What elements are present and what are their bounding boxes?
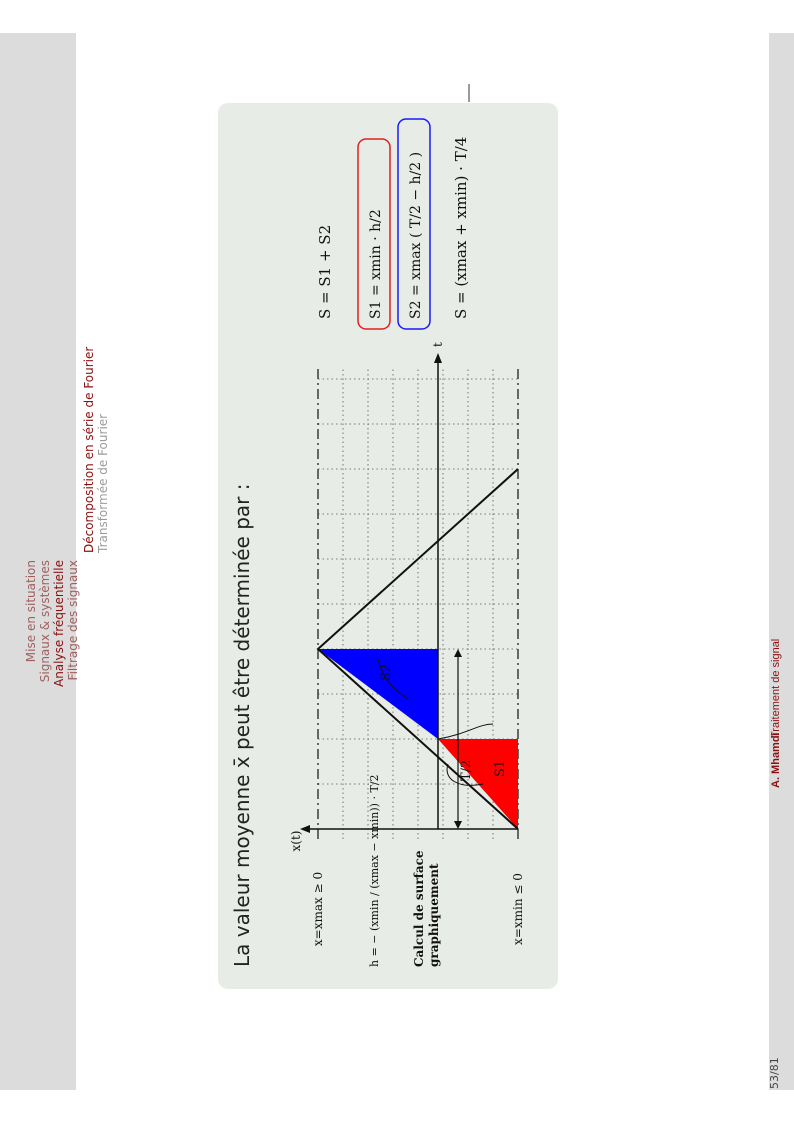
nav-section-mise[interactable]: Mise en situation (24, 560, 38, 663)
caption-line2: graphiquement (427, 863, 441, 967)
s1-box (357, 138, 391, 330)
footer-bar (0, 33, 76, 1090)
t-axis-label: t (431, 342, 445, 347)
h-callout (437, 723, 494, 740)
s1-callout (446, 763, 484, 786)
nav-section-filtrage[interactable]: Filtrage des signaux (66, 560, 80, 681)
header-bar (769, 33, 794, 1090)
page-number: 53/81 (768, 1057, 781, 1089)
x-axis-label: x(t) (289, 831, 303, 852)
nav-section-signaux[interactable]: Signaux & systèmes (38, 560, 52, 683)
slide-card: La valeur moyenne x̄ peut être déterminé… (218, 103, 558, 989)
caption-line1: Calcul de surface (412, 850, 426, 967)
footer-course: Traitement de signal (770, 638, 782, 738)
h-formula: h = − (xmin / (xmax − xmin)) · T/2 (368, 775, 381, 967)
xmin-label: x=xmin ≤ 0 (511, 873, 525, 945)
scroll-mark (468, 84, 470, 102)
s2-callout (377, 658, 409, 700)
eq-s1: S1 = xmin · h/2 (368, 209, 384, 319)
grid (318, 369, 518, 839)
x-axis-arrow (300, 825, 310, 833)
t-axis-arrow (434, 353, 442, 363)
eq-total: S = S1 + S2 (316, 225, 334, 319)
eq-final: S = (xmax + xmin) · T/4 (452, 137, 470, 319)
half-period-label: T/2 (459, 760, 474, 781)
s2-label: S2 (379, 664, 394, 681)
nav-section-analyse[interactable]: Analyse fréquentielle (52, 560, 66, 688)
nav-subsection-transformee[interactable]: Transformée de Fourier (96, 413, 110, 553)
xmax-label: x=xmax ≥ 0 (311, 872, 325, 946)
s1-label: S1 (493, 760, 508, 777)
s2-box (397, 118, 431, 330)
sawtooth-signal (316, 468, 519, 830)
area-diagram: x(t) t x=xmax ≥ 0 x=xmin ≤ 0 T/2 S1 S2 h… (289, 118, 525, 967)
footer-author: A. Mhamdi (770, 732, 782, 788)
s2-area (318, 649, 438, 739)
eq-s2: S2 = xmax ( T/2 − h/2 ) (408, 152, 424, 319)
nav-subsection-serie[interactable]: Décomposition en série de Fourier (82, 346, 96, 553)
